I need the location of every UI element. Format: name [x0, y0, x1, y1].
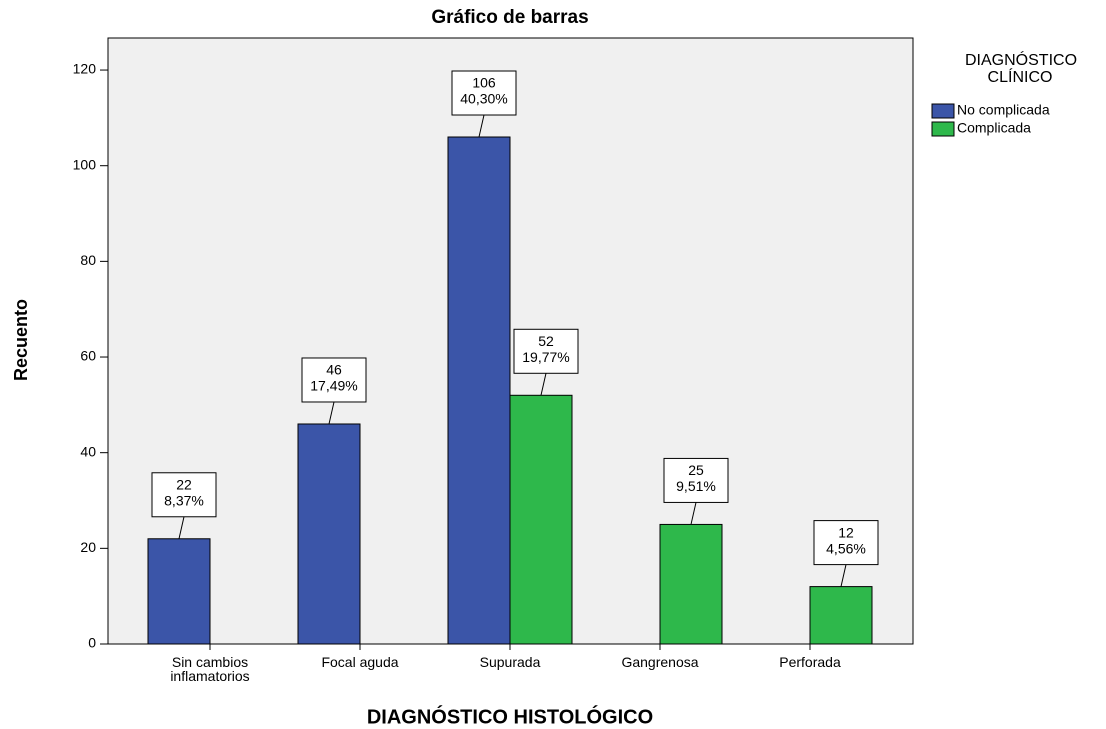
y-axis-label: Recuento [11, 299, 31, 381]
x-axis-label: DIAGNÓSTICO HISTOLÓGICO [367, 704, 653, 728]
data-label: 12 [838, 524, 854, 540]
data-label: 22 [176, 476, 192, 492]
bar [147, 538, 211, 645]
bar [509, 394, 573, 645]
data-label-percent: 40,30% [460, 91, 507, 107]
legend-label: Complicada [957, 120, 1031, 136]
y-tick-label: 60 [80, 348, 96, 364]
label-leader [540, 373, 547, 396]
label-leader [478, 114, 485, 138]
legend-label: No complicada [957, 102, 1050, 118]
y-tick-label: 20 [80, 539, 96, 555]
y-tick-label: 120 [73, 61, 97, 77]
data-label: 25 [688, 462, 704, 478]
label-box [151, 472, 217, 518]
label-box [513, 328, 579, 374]
x-tick-label: Supurada [479, 654, 541, 670]
x-tick-label: Focal aguda [321, 654, 399, 670]
label-leader [840, 564, 847, 587]
legend-swatch [931, 121, 955, 137]
legend-swatch [931, 103, 955, 119]
x-tick-label: Gangrenosa [621, 654, 699, 670]
label-box [663, 457, 729, 503]
y-tick-label: 0 [88, 635, 96, 651]
data-label-percent: 17,49% [310, 378, 357, 394]
label-leader [178, 516, 185, 539]
data-label-percent: 19,77% [522, 349, 569, 365]
x-tick-label: Sin cambios inflamatorios [170, 654, 250, 684]
label-leader [690, 502, 697, 525]
bar [809, 586, 873, 645]
data-label: 106 [472, 75, 496, 91]
label-box [813, 520, 879, 566]
data-label: 46 [326, 362, 342, 378]
label-leader [328, 401, 335, 425]
label-box [451, 70, 517, 116]
legend-title: DIAGNÓSTICO CLÍNICO [965, 52, 1078, 86]
y-tick-label: 40 [80, 443, 96, 459]
bar [297, 423, 361, 645]
label-box [301, 357, 367, 403]
chart-title: Gráfico de barras [431, 7, 588, 28]
data-label-percent: 4,56% [826, 540, 866, 556]
data-label: 52 [538, 333, 554, 349]
x-tick-label: Perforada [779, 654, 841, 670]
y-tick-label: 100 [73, 156, 97, 172]
bar [447, 136, 511, 645]
data-label-percent: 9,51% [676, 478, 716, 494]
bar [659, 523, 723, 645]
data-label-percent: 8,37% [164, 492, 204, 508]
y-tick-label: 80 [80, 252, 96, 268]
